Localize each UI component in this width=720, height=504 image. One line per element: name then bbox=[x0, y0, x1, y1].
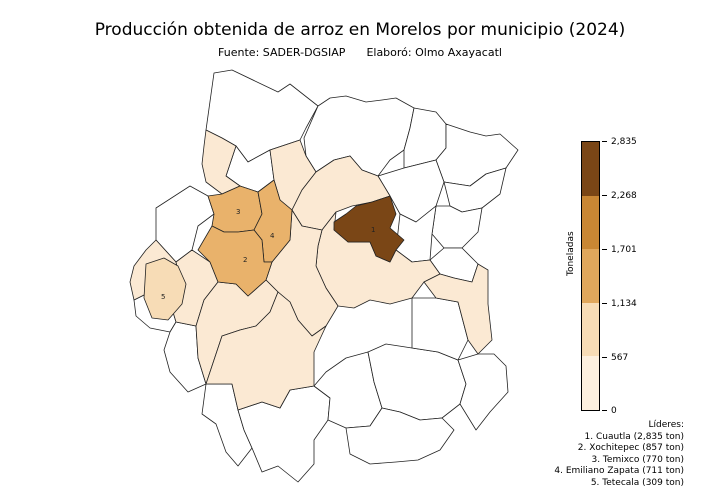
colorbar-tick bbox=[602, 249, 607, 250]
leader-item: 4. Emiliano Zapata (711 ton) bbox=[554, 466, 684, 476]
colorbar-segment bbox=[582, 249, 599, 303]
colorbar-tick bbox=[602, 195, 607, 196]
map-label-5: 5 bbox=[161, 293, 165, 301]
colorbar-tick-label: 2,835 bbox=[611, 137, 637, 147]
colorbar-tick-label: 1,701 bbox=[611, 245, 637, 255]
map-label-1: 1 bbox=[371, 226, 375, 234]
colorbar-segment bbox=[582, 195, 599, 250]
leader-item: 3. Temixco (770 ton) bbox=[591, 454, 684, 465]
leaders-list: Líderes: 1. Cuautla (2,835 ton) 2. Xochi… bbox=[554, 420, 684, 489]
municipio-xochitepec bbox=[197, 225, 273, 297]
colorbar-tick-label: 1,134 bbox=[611, 299, 637, 309]
map-label-2: 2 bbox=[243, 256, 247, 264]
municipio-axochiapan-sur bbox=[457, 353, 509, 431]
leaders-heading: Líderes: bbox=[648, 420, 684, 430]
map-label-3: 3 bbox=[236, 208, 240, 216]
leader-item: 5. Tetecala (309 ton) bbox=[590, 477, 684, 488]
municipio-tlalnepantla bbox=[303, 95, 415, 177]
municipio-cuautla bbox=[333, 195, 405, 263]
colorbar-tick bbox=[602, 141, 607, 142]
leader-item: 2. Xochitepec (857 ton) bbox=[577, 443, 684, 453]
municipio-tetela bbox=[435, 123, 519, 187]
map-subtitle: Fuente: SADER-DGSIAP Elaboró: Olmo Axaya… bbox=[0, 46, 720, 59]
colorbar-segment bbox=[582, 356, 599, 410]
map-label-4: 4 bbox=[270, 232, 275, 240]
colorbar-tick-label: 2,268 bbox=[611, 191, 637, 201]
author-text: Elaboró: Olmo Axayacatl bbox=[366, 46, 502, 59]
municipio-zacatepec bbox=[205, 291, 327, 411]
map-title: Producción obtenida de arroz en Morelos … bbox=[94, 20, 626, 40]
municipio-tetecala bbox=[143, 257, 187, 321]
colorbar-tick-label: 0 bbox=[611, 406, 617, 416]
source-text: Fuente: SADER-DGSIAP bbox=[218, 46, 346, 59]
colorbar bbox=[581, 141, 600, 411]
colorbar-label: Toneladas bbox=[566, 231, 576, 276]
municipio-tepalcingo-light bbox=[423, 263, 493, 355]
municipio-temixco bbox=[207, 185, 263, 233]
colorbar-tick bbox=[602, 357, 607, 358]
municipio-temoac bbox=[431, 205, 483, 249]
leader-item: 1. Cuautla (2,835 ton) bbox=[584, 431, 684, 442]
municipio-tlaquiltenango-sur bbox=[345, 407, 455, 465]
colorbar-segment bbox=[582, 142, 599, 196]
colorbar-segment bbox=[582, 302, 599, 357]
colorbar-tick-label: 567 bbox=[611, 353, 629, 363]
colorbar-tick bbox=[602, 303, 607, 304]
colorbar-tick bbox=[602, 410, 607, 411]
